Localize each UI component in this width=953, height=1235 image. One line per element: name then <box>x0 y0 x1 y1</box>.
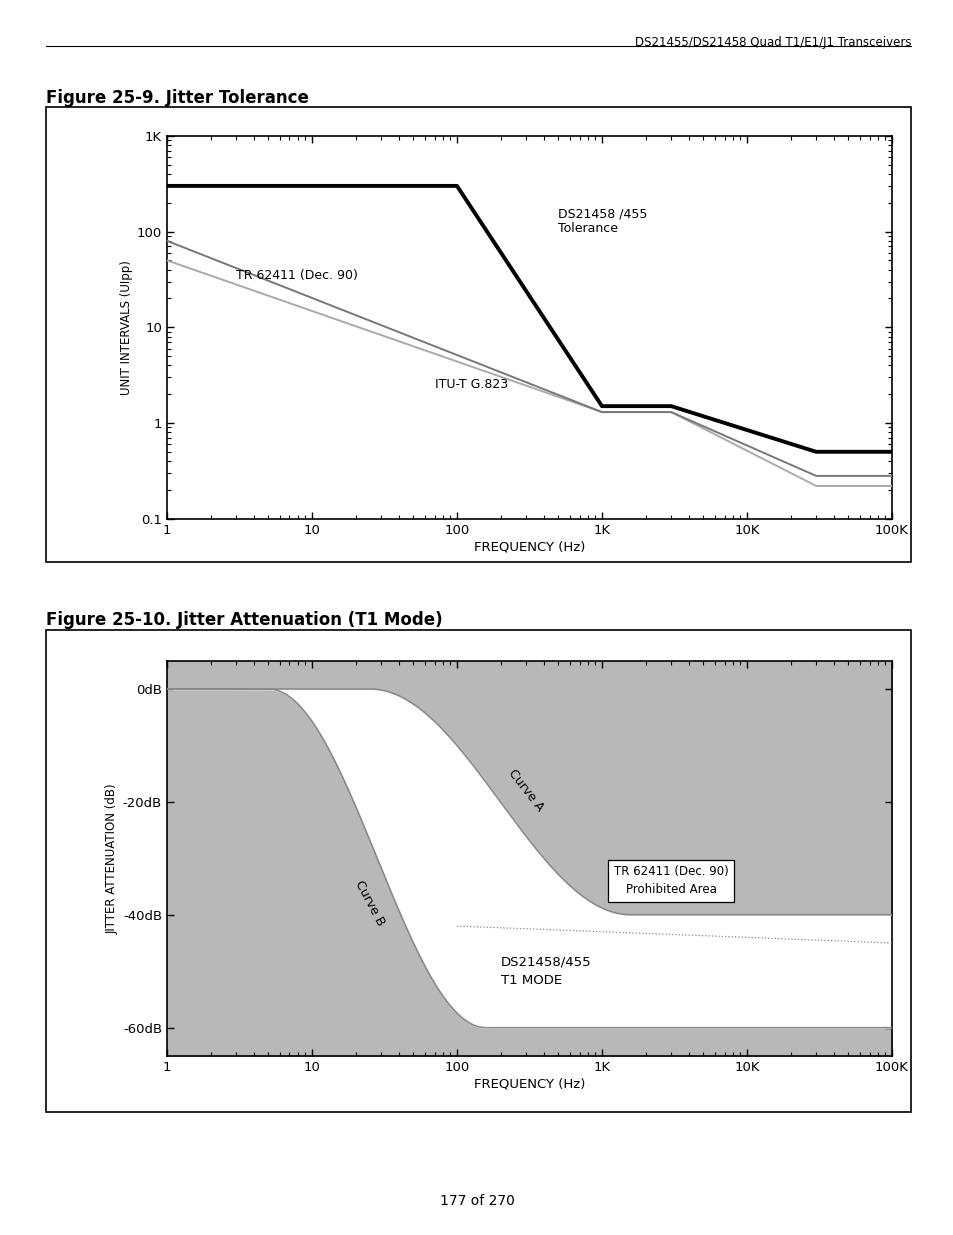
Text: DS21458 /455
Tolerance: DS21458 /455 Tolerance <box>558 207 647 235</box>
Text: Curve A: Curve A <box>505 767 546 814</box>
Text: DS21458/455
T1 MODE: DS21458/455 T1 MODE <box>500 955 591 987</box>
X-axis label: FREQUENCY (Hz): FREQUENCY (Hz) <box>474 541 584 553</box>
Text: DS21455/DS21458 Quad T1/E1/J1 Transceivers: DS21455/DS21458 Quad T1/E1/J1 Transceive… <box>634 36 910 49</box>
Text: TR 62411 (Dec. 90)
Prohibited Area: TR 62411 (Dec. 90) Prohibited Area <box>613 866 728 897</box>
Text: TR 62411 (Dec. 90): TR 62411 (Dec. 90) <box>236 269 357 282</box>
Text: 177 of 270: 177 of 270 <box>439 1194 514 1208</box>
Text: Figure 25-10. Jitter Attenuation (T1 Mode): Figure 25-10. Jitter Attenuation (T1 Mod… <box>46 611 442 630</box>
X-axis label: FREQUENCY (Hz): FREQUENCY (Hz) <box>474 1078 584 1091</box>
Text: ITU-T G.823: ITU-T G.823 <box>434 378 507 391</box>
Y-axis label: JITTER ATTENUATION (dB): JITTER ATTENUATION (dB) <box>106 783 118 934</box>
Text: Curve B: Curve B <box>352 878 387 929</box>
Text: Figure 25-9. Jitter Tolerance: Figure 25-9. Jitter Tolerance <box>46 89 309 107</box>
Y-axis label: UNIT INTERVALS (UIpp): UNIT INTERVALS (UIpp) <box>119 259 132 395</box>
